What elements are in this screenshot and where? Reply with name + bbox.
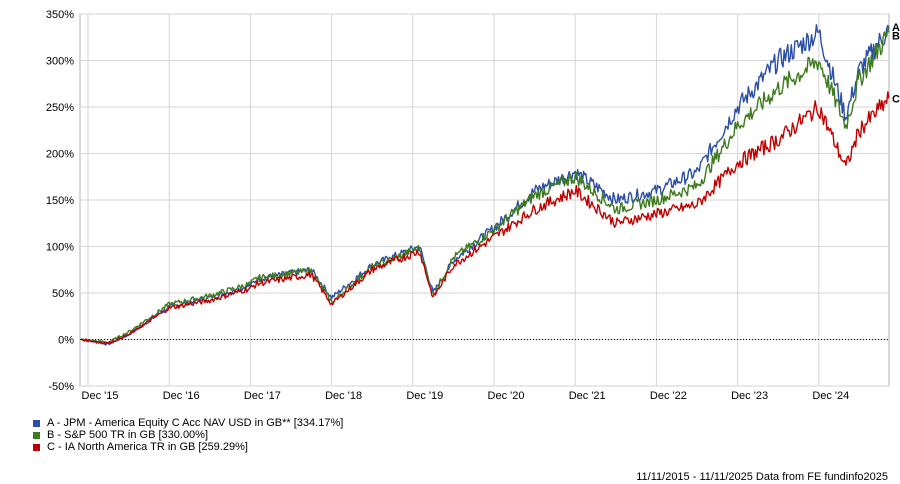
x-tick-label: Dec '15 [82, 390, 119, 402]
x-tick-label: Dec '16 [163, 390, 200, 402]
series-line-b [81, 26, 890, 344]
x-tick-label: Dec '19 [406, 390, 443, 402]
x-tick-label: Dec '23 [731, 390, 768, 402]
legend-label: C - IA North America TR in GB [259.29%] [47, 441, 248, 453]
series-end-label-c: C [892, 94, 900, 106]
x-tick-label: Dec '20 [488, 390, 525, 402]
x-tick-label: Dec '17 [244, 390, 281, 402]
y-tick-label: 100% [46, 242, 74, 254]
legend-item: B - S&P 500 TR in GB [330.00%] [33, 429, 343, 441]
x-tick-label: Dec '21 [569, 390, 606, 402]
legend-item: A - JPM - America Equity C Acc NAV USD i… [33, 417, 343, 429]
y-tick-label: -50% [48, 381, 74, 393]
date-range-footer: 11/11/2015 - 11/11/2025 Data from FE fun… [636, 471, 888, 483]
series-end-label-b: B [892, 31, 900, 43]
y-axis-ticks: -50% 0% 50% 100% 150% 200% 250% 300% 350% [46, 9, 74, 393]
series-end-labels: AB C [892, 22, 900, 106]
y-tick-label: 200% [46, 149, 74, 161]
x-tick-label: Dec '24 [812, 390, 849, 402]
legend-label: B - S&P 500 TR in GB [330.00%] [47, 429, 209, 441]
y-tick-label: 150% [46, 195, 74, 207]
grid [79, 13, 890, 387]
series-lines [81, 24, 890, 346]
legend-swatch [33, 443, 40, 451]
x-axis-ticks: Dec '15 Dec '16 Dec '17 Dec '18 Dec '19 Dec '… [82, 390, 850, 402]
y-tick-label: 0% [58, 335, 74, 347]
legend-item: C - IA North America TR in GB [259.29%] [33, 441, 343, 453]
x-tick-label: Dec '22 [650, 390, 687, 402]
legend: A - JPM - America Equity C Acc NAV USD i… [33, 417, 343, 453]
legend-swatch [33, 419, 40, 427]
legend-label: A - JPM - America Equity C Acc NAV USD i… [47, 417, 344, 429]
y-tick-label: 50% [52, 288, 74, 300]
series-line-c [81, 91, 890, 345]
x-tick-label: Dec '18 [325, 390, 362, 402]
y-tick-label: 250% [46, 102, 74, 114]
legend-swatch [33, 431, 40, 439]
series-end-label-a: A [892, 22, 900, 34]
y-tick-label: 300% [46, 56, 74, 68]
y-tick-label: 350% [46, 9, 74, 21]
